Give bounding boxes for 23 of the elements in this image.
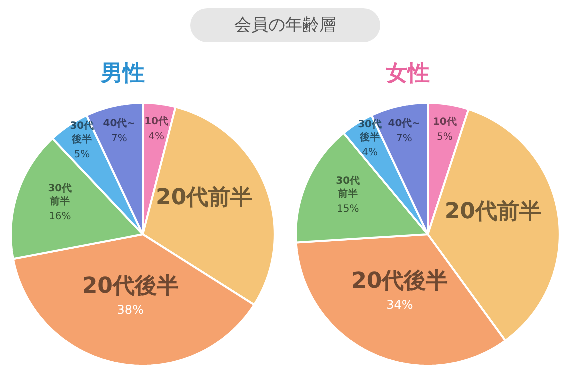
- text: 会員の年齢層: [234, 16, 336, 36]
- chart-title: 女性: [385, 62, 430, 87]
- data-label: 5%: [74, 149, 90, 160]
- slice-label: 30代前半: [48, 182, 72, 208]
- data-label: 4%: [148, 132, 165, 143]
- slice-label: 20代後半: [352, 269, 448, 294]
- data-label: 7%: [111, 133, 128, 144]
- slice-label: 30代前半: [336, 174, 360, 200]
- chart-title: 男性: [100, 62, 146, 87]
- data-label: 34%: [386, 298, 414, 312]
- slice-label: 10代: [144, 116, 169, 128]
- slice-label: 20代前半: [156, 185, 253, 210]
- slice-label: 20代後半: [82, 274, 179, 300]
- slice-label: 10代: [432, 116, 457, 128]
- data-label: 16%: [49, 212, 72, 223]
- data-label: 7%: [396, 133, 412, 144]
- data-label: 4%: [362, 147, 378, 158]
- slice-label: 20代前半: [444, 199, 542, 224]
- data-label: 38%: [117, 303, 144, 318]
- slice-label: 40代~: [103, 117, 136, 130]
- data-label: 5%: [436, 132, 453, 144]
- data-label: 15%: [336, 204, 360, 216]
- slice-label: 40代~: [388, 117, 421, 130]
